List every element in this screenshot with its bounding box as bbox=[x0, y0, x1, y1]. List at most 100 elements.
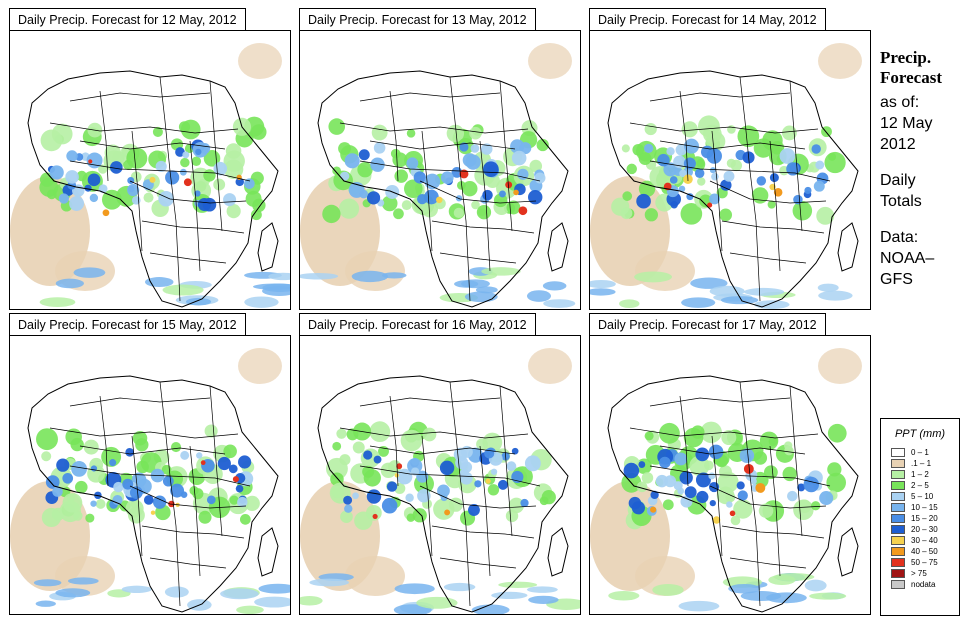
heavy-rain-patch bbox=[180, 491, 188, 499]
legend-swatch bbox=[891, 580, 905, 589]
country-border bbox=[389, 395, 399, 487]
rain-patch bbox=[394, 169, 408, 183]
intense-rain-spot bbox=[394, 473, 399, 478]
rain-patch bbox=[827, 462, 842, 477]
asof-label: as of: bbox=[880, 94, 920, 111]
ocean-rain-band bbox=[464, 291, 498, 303]
heavy-rain-patch bbox=[723, 170, 735, 182]
intense-rain-spot bbox=[435, 196, 443, 204]
legend-item: nodata bbox=[881, 579, 959, 590]
legend-item: .1 – 1 bbox=[881, 458, 959, 469]
country-border bbox=[729, 557, 807, 569]
rain-patch bbox=[700, 421, 722, 444]
heavy-rain-patch bbox=[424, 173, 441, 190]
heavy-rain-patch bbox=[474, 480, 482, 488]
ocean-rain-band bbox=[162, 284, 204, 296]
rain-patch bbox=[797, 499, 812, 514]
heavy-rain-patch bbox=[737, 490, 748, 501]
legend-label: 40 – 50 bbox=[911, 547, 938, 556]
ocean-rain-band bbox=[590, 279, 616, 289]
country-border bbox=[69, 92, 211, 102]
rain-patch bbox=[644, 431, 654, 441]
rain-patch bbox=[641, 472, 654, 484]
heavy-rain-patch bbox=[237, 496, 248, 508]
heavy-rain-patch bbox=[196, 452, 203, 459]
legend-label: 5 – 10 bbox=[911, 492, 934, 501]
heavy-rain-patch bbox=[202, 197, 217, 212]
rain-patch bbox=[767, 200, 776, 209]
rain-patch bbox=[136, 460, 149, 474]
heavy-rain-patch bbox=[424, 189, 439, 205]
country-border bbox=[149, 252, 227, 264]
heavy-rain-patch bbox=[813, 180, 825, 192]
heavy-rain-patch bbox=[519, 142, 532, 155]
rain-patch bbox=[726, 158, 736, 168]
rain-patch bbox=[132, 430, 148, 446]
country-border bbox=[421, 435, 433, 557]
legend-label: 30 – 40 bbox=[911, 536, 938, 545]
legend-label: nodata bbox=[911, 580, 936, 589]
ocean-rain-band bbox=[351, 270, 389, 283]
heavy-rain-patch bbox=[664, 475, 677, 488]
forecast-panel-14-may: Daily Precip. Forecast for 14 May, 2012 bbox=[589, 8, 871, 310]
ocean-rain-band bbox=[35, 600, 56, 607]
heavy-rain-patch bbox=[696, 490, 709, 504]
intense-rain-spot bbox=[707, 202, 713, 208]
country-border bbox=[709, 485, 827, 509]
heavy-rain-patch bbox=[58, 193, 70, 204]
heavy-rain-patch bbox=[381, 497, 398, 514]
heavy-rain-patch bbox=[437, 484, 450, 498]
country-border bbox=[659, 445, 806, 455]
heavy-rain-patch bbox=[694, 168, 705, 178]
precip-map bbox=[9, 30, 291, 310]
country-border bbox=[339, 122, 529, 134]
ocean-rain-band bbox=[498, 581, 538, 589]
rain-patch bbox=[620, 207, 633, 220]
legend-title: PPT (mm) bbox=[894, 428, 946, 440]
dry-patch bbox=[818, 348, 862, 384]
heavy-rain-patch bbox=[674, 452, 688, 466]
africa-coastline bbox=[27, 375, 279, 613]
rain-patch bbox=[180, 119, 201, 140]
rain-patch bbox=[83, 439, 99, 455]
rain-patch bbox=[352, 441, 365, 454]
legend-label: .1 – 1 bbox=[911, 459, 932, 468]
legend-item: 30 – 40 bbox=[881, 535, 959, 546]
legend-swatch bbox=[891, 470, 905, 479]
rain-patch bbox=[322, 204, 341, 224]
heavy-rain-patch bbox=[440, 171, 454, 185]
heavy-rain-patch bbox=[638, 461, 646, 468]
heavy-rain-patch bbox=[644, 143, 654, 154]
heavy-rain-patch bbox=[506, 461, 517, 472]
ocean-rain-band bbox=[681, 297, 716, 308]
rain-patch bbox=[388, 460, 402, 474]
ocean-rain-band bbox=[236, 605, 264, 614]
rain-patch bbox=[191, 156, 202, 166]
ocean-rain-band bbox=[220, 588, 259, 600]
country-border bbox=[729, 252, 807, 264]
heavy-rain-patch bbox=[90, 500, 97, 507]
heavy-rain-patch bbox=[709, 193, 721, 205]
rain-patch bbox=[636, 481, 648, 493]
country-border bbox=[69, 397, 211, 407]
legend-swatch bbox=[891, 536, 905, 545]
heavy-rain-patch bbox=[483, 161, 499, 178]
heavy-rain-patch bbox=[650, 490, 659, 500]
country-border bbox=[499, 385, 513, 537]
heavy-rain-patch bbox=[793, 194, 803, 205]
rain-patch bbox=[433, 498, 455, 520]
country-border bbox=[129, 485, 247, 509]
rain-patch bbox=[536, 138, 549, 152]
rain-patch bbox=[469, 126, 482, 140]
madagascar-outline bbox=[257, 222, 279, 272]
rain-patch bbox=[203, 169, 216, 182]
data-label: Data: bbox=[880, 229, 919, 246]
legend-swatch bbox=[891, 503, 905, 512]
country-border bbox=[769, 140, 781, 272]
legend-label: > 75 bbox=[911, 569, 927, 578]
forecast-panel-16-may: Daily Precip. Forecast for 16 May, 2012 bbox=[299, 313, 581, 615]
dry-patch bbox=[238, 348, 282, 384]
country-border bbox=[339, 427, 529, 439]
heavy-rain-patch bbox=[804, 186, 812, 195]
heavy-rain-patch bbox=[405, 493, 414, 502]
